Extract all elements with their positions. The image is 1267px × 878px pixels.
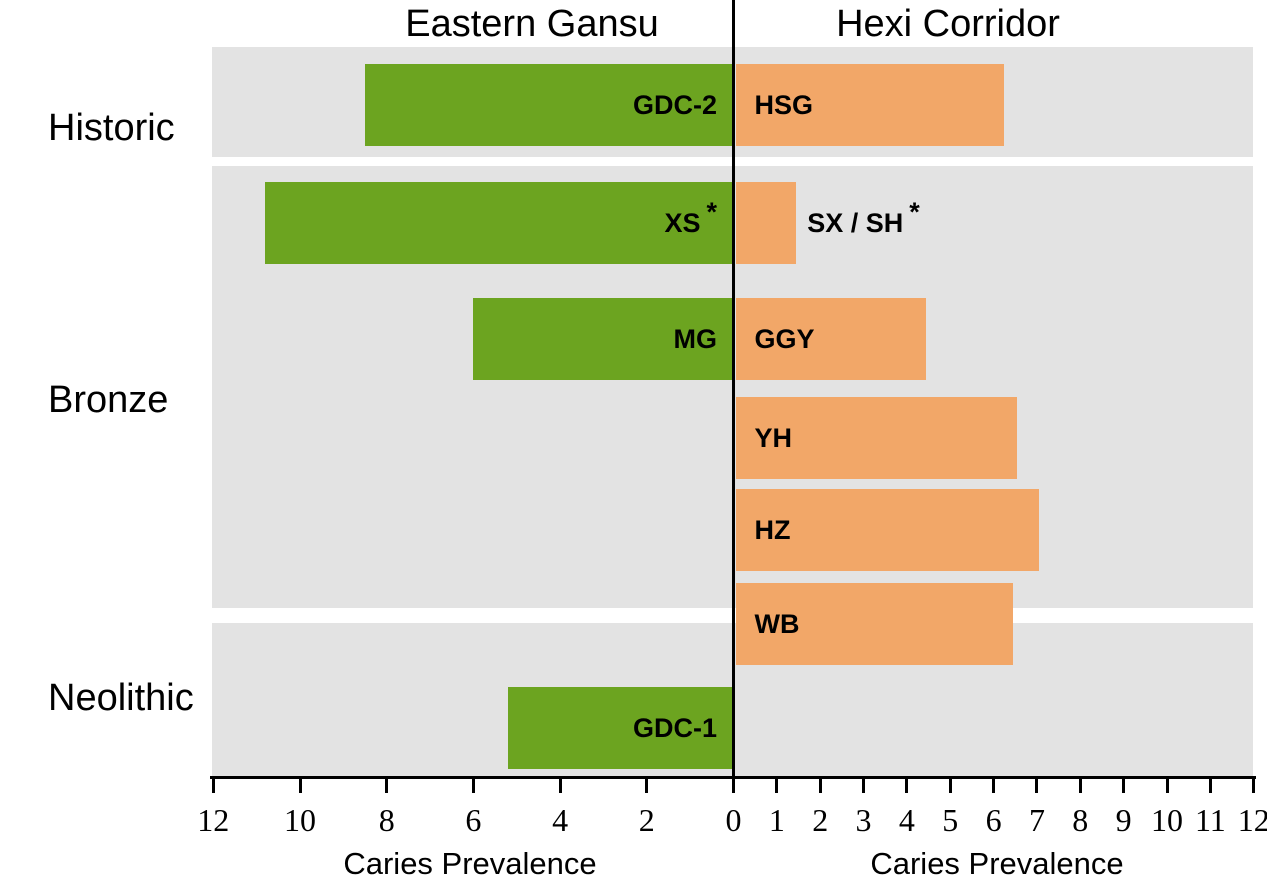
period-label-historic: Historic [48,107,175,149]
bar-GDC-1: GDC-1 [508,687,732,769]
bar-HSG: HSG [735,64,1005,146]
right-tick-7-mark [1035,779,1039,793]
left-tick-4-mark [558,779,562,793]
site-name-text: GDC-1 [632,713,717,743]
right-tick-11-label: 11 [1194,802,1226,838]
site-name-text: MG [673,324,717,354]
x-axis-caption-right: Caries Prevalence [870,846,1124,878]
center-divider-line [732,0,735,793]
left-tick-10-mark [298,779,302,793]
bar-GGY: GGY [735,298,927,380]
right-tick-9-label: 9 [1115,802,1132,838]
bar-site-label: YH [755,423,793,453]
left-tick-8-mark [385,779,389,793]
period-label-bronze: Bronze [48,379,169,421]
center-tick-0-mark [732,779,735,793]
left-tick-6-mark [471,779,475,793]
site-name-text: XS [664,208,701,238]
right-tick-10-label: 10 [1151,802,1183,838]
left-half-title: Eastern Gansu [405,3,659,45]
left-tick-6-label: 6 [465,802,482,838]
right-tick-7-label: 7 [1028,802,1045,838]
right-tick-11-mark [1208,779,1212,793]
right-tick-8-label: 8 [1072,802,1089,838]
site-name-text: GGY [754,324,815,354]
bar-site-label: SX / SH * [807,197,920,238]
bar-site-label: HSG [755,90,814,120]
x-axis-caption-left: Caries Prevalence [343,846,597,878]
left-tick-8-label: 8 [378,802,395,838]
bar-site-label: GGY [755,324,815,354]
bar-GDC-2: GDC-2 [365,64,732,146]
right-tick-4-label: 4 [898,802,915,838]
left-tick-12-mark [211,779,215,793]
right-tick-4-mark [905,779,909,793]
bar-site-label: GDC-2 [633,90,717,120]
left-tick-4-label: 4 [552,802,569,838]
right-tick-12-mark [1252,779,1256,793]
bar-site-label: HZ [755,515,791,545]
right-tick-5-label: 5 [942,802,959,838]
right-tick-10-mark [1165,779,1169,793]
right-tick-6-label: 6 [985,802,1002,838]
center-tick-0-label: 0 [725,802,742,838]
right-tick-8-mark [1078,779,1082,793]
left-tick-2-label: 2 [638,802,655,838]
right-tick-1-label: 1 [768,802,785,838]
right-half-title: Hexi Corridor [836,3,1060,45]
bar-MG: MG [473,298,732,380]
x-axis-line [210,776,1256,779]
period-label-neolithic: Neolithic [48,677,194,719]
right-tick-9-mark [1122,779,1126,793]
right-tick-2-label: 2 [812,802,829,838]
right-tick-3-label: 3 [855,802,872,838]
left-tick-10-label: 10 [284,802,316,838]
bar-site-label: MG [673,324,717,354]
right-tick-3-mark [862,779,866,793]
right-tick-1-mark [775,779,779,793]
site-name-text: HZ [754,515,791,545]
bar-YH: YH [735,397,1018,479]
left-tick-12-label: 12 [197,802,230,838]
bar-site-label: WB [755,609,800,639]
site-name-text: HSG [754,90,814,120]
site-name-text: SX / SH [807,208,904,238]
bar-WB: WB [735,583,1013,665]
asterisk-marker: * [706,197,717,227]
bar-XS: XS * [265,182,732,264]
left-tick-2-mark [645,779,649,793]
bar-HZ: HZ [735,489,1039,571]
bar-site-label: XS * [664,197,717,238]
right-tick-5-mark [948,779,952,793]
site-name-text: WB [754,609,800,639]
right-tick-6-mark [992,779,996,793]
right-tick-12-label: 12 [1237,802,1267,838]
right-tick-2-mark [818,779,822,793]
site-name-text: GDC-2 [632,90,717,120]
site-name-text: YH [754,423,793,453]
asterisk-marker: * [909,197,920,227]
bar-site-label-outside: SX / SH * [807,182,920,264]
bar-SXSH [735,182,797,264]
bar-site-label: GDC-1 [633,713,717,743]
